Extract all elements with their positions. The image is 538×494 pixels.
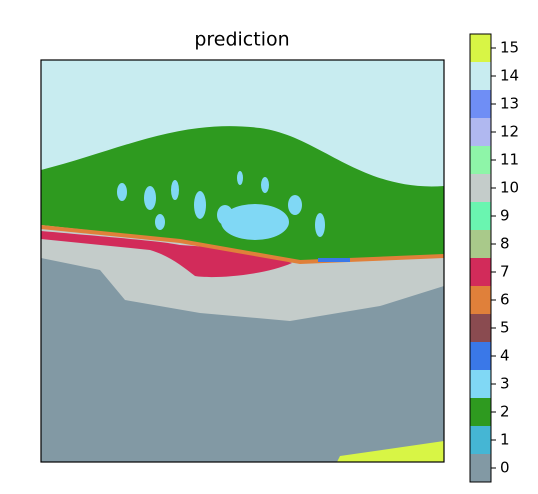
segmentation-image (40, 60, 445, 462)
colorbar-swatch (470, 342, 491, 370)
class-region (40, 225, 445, 265)
colorbar-swatch (470, 398, 491, 426)
colorbar-tick-label: 3 (500, 375, 510, 393)
class-region (41, 231, 292, 278)
image-frame (40, 59, 445, 463)
colorbar-frame (469, 33, 492, 483)
colorbar-swatch (470, 62, 491, 90)
colorbar-swatch (470, 90, 491, 118)
colorbar-swatch (470, 454, 491, 482)
colorbar-swatch (470, 314, 491, 342)
colorbar-swatch (470, 146, 491, 174)
colorbar-swatch (470, 202, 491, 230)
colorbar-tick-label: 1 (500, 431, 510, 449)
colorbar-tick-label: 14 (500, 67, 519, 85)
class-region (41, 258, 444, 462)
colorbar-tick-label: 13 (500, 95, 519, 113)
colorbar-swatch (470, 286, 491, 314)
colorbar-swatch (470, 34, 491, 62)
colorbar-swatch (470, 230, 491, 258)
class-region (318, 258, 350, 262)
colorbar-tick-label: 8 (500, 235, 510, 253)
chart-title: prediction (194, 29, 289, 51)
colorbar-swatch (470, 118, 491, 146)
colorbar-swatch (470, 174, 491, 202)
colorbar-tick-label: 11 (500, 151, 519, 169)
class-region (337, 441, 444, 462)
colorbar-tick-label: 2 (500, 403, 510, 421)
colorbar-tick-label: 12 (500, 123, 519, 141)
colorbar-swatch (470, 370, 491, 398)
colorbar-tick-label: 15 (500, 39, 519, 57)
class-region (117, 171, 325, 240)
colorbar-tick-label: 4 (500, 347, 510, 365)
class-region (41, 126, 444, 262)
colorbar-swatch (470, 426, 491, 454)
colorbar-tick-label: 10 (500, 179, 519, 197)
colorbar-tick-label: 6 (500, 291, 510, 309)
colorbar-tick-label: 5 (500, 319, 510, 337)
colorbar-tick-label: 9 (500, 207, 510, 225)
colorbar-swatch (470, 258, 491, 286)
colorbar-tick-label: 7 (500, 263, 510, 281)
colorbar-tick-label: 0 (500, 459, 510, 477)
